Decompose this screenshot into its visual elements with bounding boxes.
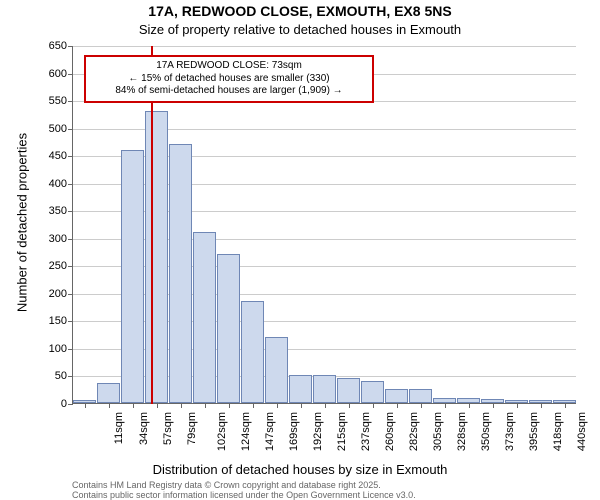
xtick-label: 260sqm [384, 412, 396, 451]
histogram-bar [385, 389, 408, 403]
histogram-bar [289, 375, 312, 403]
xtick-mark [301, 403, 302, 408]
xtick-mark [445, 403, 446, 408]
histogram-bar [409, 389, 432, 403]
ytick-label: 250 [49, 260, 73, 272]
histogram-chart: 17A, REDWOOD CLOSE, EXMOUTH, EX8 5NS Siz… [0, 0, 600, 500]
xtick-label: 57sqm [162, 412, 174, 445]
xtick-mark [493, 403, 494, 408]
xtick-mark [397, 403, 398, 408]
xtick-label: 305sqm [432, 412, 444, 451]
xtick-mark [277, 403, 278, 408]
ytick-label: 100 [49, 343, 73, 355]
ytick-label: 150 [49, 315, 73, 327]
xtick-mark [181, 403, 182, 408]
xtick-mark [421, 403, 422, 408]
xtick-label: 237sqm [360, 412, 372, 451]
callout-line3: 84% of semi-detached houses are larger (… [92, 85, 366, 98]
histogram-bar [217, 254, 240, 403]
xtick-mark [109, 403, 110, 408]
xtick-mark [373, 403, 374, 408]
xtick-label: 124sqm [240, 412, 252, 451]
histogram-bar [313, 375, 336, 403]
ytick-label: 400 [49, 178, 73, 190]
xtick-mark [541, 403, 542, 408]
callout-line2: ← 15% of detached houses are smaller (33… [92, 73, 366, 86]
histogram-bar [337, 378, 360, 403]
ytick-label: 350 [49, 205, 73, 217]
ytick-label: 500 [49, 123, 73, 135]
xtick-label: 147sqm [264, 412, 276, 451]
ytick-label: 0 [61, 398, 73, 410]
xtick-label: 373sqm [504, 412, 516, 451]
histogram-bar [361, 381, 384, 403]
xtick-mark [229, 403, 230, 408]
xtick-label: 34sqm [138, 412, 150, 445]
ytick-label: 550 [49, 95, 73, 107]
footnote-line1: Contains HM Land Registry data © Crown c… [72, 480, 416, 490]
chart-title: 17A, REDWOOD CLOSE, EXMOUTH, EX8 5NS [0, 3, 600, 19]
xtick-label: 169sqm [288, 412, 300, 451]
callout-line1: 17A REDWOOD CLOSE: 73sqm [92, 60, 366, 73]
xtick-label: 102sqm [216, 412, 228, 451]
xtick-mark [85, 403, 86, 408]
xtick-label: 350sqm [480, 412, 492, 451]
y-axis-label: Number of detached properties [15, 123, 30, 323]
xtick-mark [253, 403, 254, 408]
ytick-label: 650 [49, 40, 73, 52]
ytick-label: 50 [55, 370, 73, 382]
gridline [73, 46, 576, 47]
xtick-mark [157, 403, 158, 408]
histogram-bar [169, 144, 192, 403]
x-axis-label: Distribution of detached houses by size … [0, 462, 600, 477]
ytick-label: 600 [49, 68, 73, 80]
xtick-label: 282sqm [408, 412, 420, 451]
xtick-label: 192sqm [312, 412, 324, 451]
xtick-label: 440sqm [576, 412, 588, 451]
xtick-label: 215sqm [336, 412, 348, 451]
ytick-label: 450 [49, 150, 73, 162]
ytick-label: 300 [49, 233, 73, 245]
histogram-bar [265, 337, 288, 403]
xtick-mark [517, 403, 518, 408]
ytick-label: 200 [49, 288, 73, 300]
xtick-label: 11sqm [113, 412, 125, 444]
xtick-label: 418sqm [552, 412, 564, 451]
xtick-label: 328sqm [456, 412, 468, 451]
xtick-mark [205, 403, 206, 408]
histogram-bar [241, 301, 264, 403]
xtick-label: 395sqm [528, 412, 540, 451]
xtick-mark [325, 403, 326, 408]
xtick-mark [469, 403, 470, 408]
histogram-bar [193, 232, 216, 403]
histogram-bar [97, 383, 120, 403]
xtick-mark [133, 403, 134, 408]
xtick-mark [349, 403, 350, 408]
chart-footnote: Contains HM Land Registry data © Crown c… [72, 480, 416, 500]
histogram-bar [121, 150, 144, 403]
xtick-mark [565, 403, 566, 408]
footnote-line2: Contains public sector information licen… [72, 490, 416, 500]
xtick-label: 79sqm [186, 412, 198, 445]
chart-subtitle: Size of property relative to detached ho… [0, 22, 600, 37]
callout-box: 17A REDWOOD CLOSE: 73sqm ← 15% of detach… [84, 55, 374, 103]
histogram-bar [145, 111, 168, 403]
